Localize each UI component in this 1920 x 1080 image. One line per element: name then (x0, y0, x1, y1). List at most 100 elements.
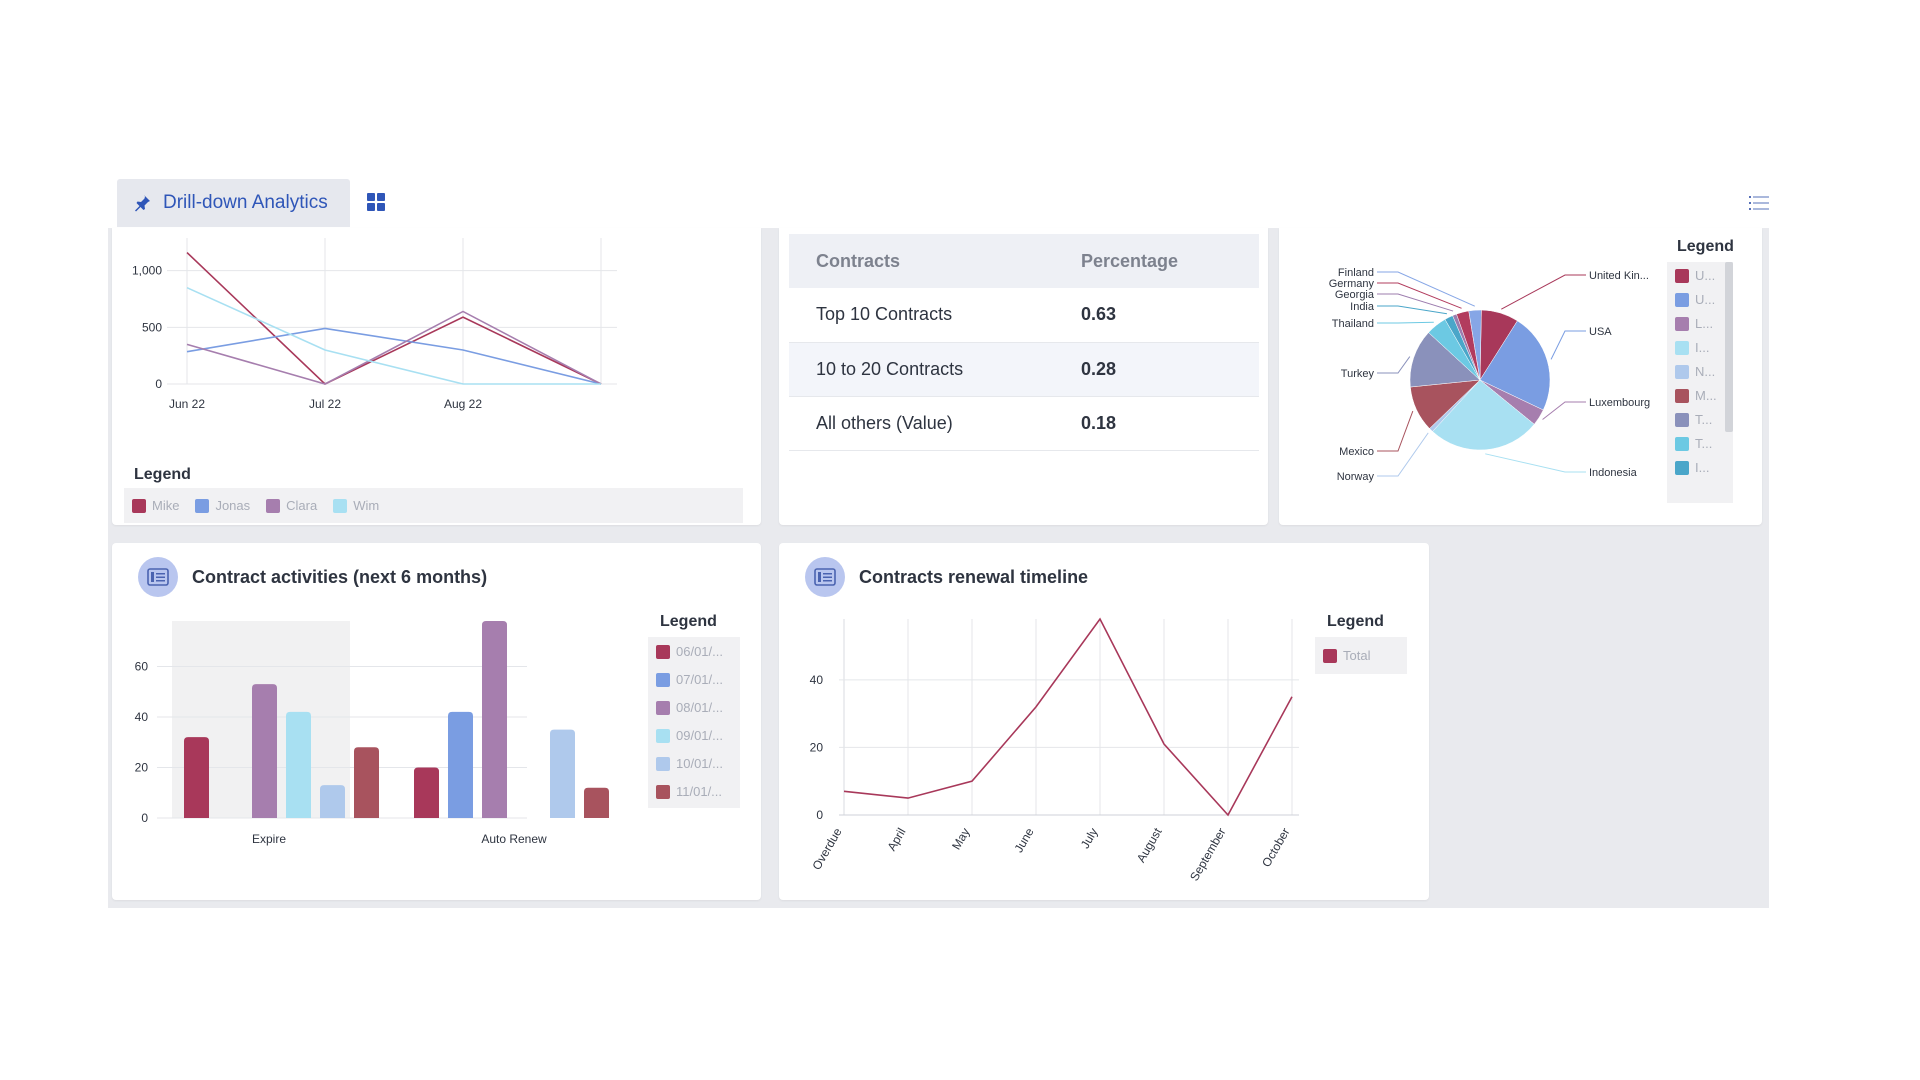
legend-item[interactable]: 10/01/... (656, 756, 740, 771)
legend-item[interactable]: T... (1675, 412, 1733, 427)
renewal-timeline-card: Contracts renewal timeline 0 20 40 Overdue A… (779, 543, 1429, 900)
legend-label: 11/01/... (676, 784, 723, 799)
pie-slice (1432, 379, 1535, 451)
card-header: Contract activities (next 6 months) (138, 557, 487, 597)
legend-swatch (1675, 340, 1689, 355)
legend-swatch (1675, 268, 1689, 283)
legend-swatch (1675, 412, 1689, 427)
bar (584, 787, 609, 818)
x-tick-label: July (1078, 826, 1101, 851)
y-tick-label: 0 (816, 808, 823, 822)
renewal-line-chart: 0 20 40 Overdue April May June July August Septem… (809, 617, 1299, 883)
legend-label: 06/01/... (676, 644, 723, 659)
x-tick-label: Aug 22 (444, 397, 482, 411)
legend-item[interactable]: U... (1675, 292, 1733, 307)
column-header-percentage[interactable]: Percentage (1054, 234, 1259, 288)
legend-label: Mike (152, 498, 180, 513)
legend-item[interactable]: 06/01/... (656, 644, 740, 659)
bar (414, 767, 439, 818)
table-row[interactable]: 10 to 20 Contracts 0.28 (789, 342, 1259, 397)
legend-label: U... (1695, 292, 1716, 307)
pie-slice-label: Luxembourg (1589, 397, 1650, 409)
legend-item[interactable]: Jonas (195, 498, 250, 513)
bar (482, 621, 507, 818)
legend-scrollbar[interactable] (1725, 262, 1733, 432)
legend-swatch (1675, 388, 1689, 403)
legend-label: N... (1695, 364, 1716, 379)
legend-item[interactable]: I... (1675, 460, 1733, 475)
pie-slice-label: Norway (1337, 471, 1375, 483)
y-tick-label: 500 (142, 320, 162, 334)
grid-icon[interactable] (366, 192, 386, 212)
legend-title: Legend (1327, 613, 1384, 630)
legend-item[interactable]: 11/01/... (656, 784, 740, 799)
legend-item[interactable]: Wim (333, 498, 379, 513)
legend-label: 08/01/... (676, 700, 723, 715)
legend-swatch (656, 672, 670, 687)
legend-title: Legend (660, 613, 717, 630)
legend-item[interactable]: M... (1675, 388, 1733, 403)
column-header-contracts[interactable]: Contracts (789, 234, 1054, 288)
bar (184, 737, 209, 818)
bar-chart: 0 20 40 60 Expire Auto Renew (135, 621, 609, 846)
legend-label: Clara (286, 498, 318, 513)
tab-label: Drill-down Analytics (163, 192, 328, 213)
legend-item[interactable]: T... (1675, 436, 1733, 451)
legend-swatch (333, 498, 348, 513)
row-value: 0.28 (1054, 342, 1259, 397)
y-tick-label: 0 (155, 377, 162, 391)
series-line-wim (186, 286, 601, 385)
legend-label: 10/01/... (676, 756, 723, 771)
tab-bar: Drill-down Analytics (108, 176, 1769, 228)
legend-swatch (656, 756, 670, 771)
pie-slice-label: United Kin... (1589, 270, 1649, 282)
pie-slice-label: USA (1589, 326, 1612, 338)
dashboard-app: Drill-down Analytics 0 500 1,000 Jun 22 Jul … (108, 176, 1769, 908)
bar-legend: 06/01/... 07/01/... 08/01/... 09/01/... 10/0… (648, 637, 740, 808)
x-tick-label: Jun 22 (169, 397, 205, 411)
legend-item[interactable]: Mike (132, 498, 179, 513)
y-tick-label: 0 (141, 811, 148, 825)
series-line-total (843, 617, 1293, 817)
legend-swatch (1675, 460, 1689, 475)
pie-leader-line (1377, 432, 1429, 477)
bar (286, 711, 311, 818)
legend-label: Jonas (215, 498, 251, 513)
row-value: 0.63 (1054, 288, 1259, 343)
legend-item[interactable]: N... (1675, 364, 1733, 379)
row-label: Top 10 Contracts (789, 288, 1054, 343)
y-tick-label: 60 (135, 659, 149, 673)
legend-item[interactable]: U... (1675, 268, 1733, 283)
legend-item[interactable]: 07/01/... (656, 672, 740, 687)
legend-label: Wim (353, 498, 380, 513)
series-line-jonas (186, 327, 602, 385)
tab-drill-down-analytics[interactable]: Drill-down Analytics (117, 179, 350, 227)
legend-label: U... (1695, 268, 1716, 283)
contract-activities-card: Contract activities (next 6 months) 0 20 4… (112, 543, 761, 900)
legend-swatch (132, 498, 146, 513)
line-chart: 0 500 1,000 Jun 22 Jul 22 Aug 22 (132, 238, 617, 411)
bar (252, 684, 277, 818)
list-icon[interactable] (1749, 194, 1769, 212)
pie-leader-line (1377, 410, 1414, 452)
pie-slice (1468, 309, 1482, 381)
x-tick-label: August (1134, 825, 1165, 865)
legend-swatch (1675, 364, 1689, 379)
legend-item[interactable]: Clara (266, 498, 317, 513)
pie-slice-label: Georgia (1335, 289, 1375, 301)
pin-icon[interactable] (133, 194, 151, 212)
table-row[interactable]: All others (Value) 0.18 (789, 396, 1259, 451)
bar (320, 785, 345, 818)
pie-slice-label: Finland (1338, 267, 1374, 279)
table-row[interactable]: Top 10 Contracts 0.63 (789, 288, 1259, 343)
legend-item[interactable]: L... (1675, 316, 1733, 331)
card-title: Contracts renewal timeline (859, 566, 1089, 587)
legend-item[interactable]: 09/01/... (656, 728, 740, 743)
legend-item[interactable]: Total (1323, 648, 1370, 663)
legend-swatch (1675, 316, 1689, 331)
legend-title: Legend (1677, 238, 1734, 255)
legend-swatch (1323, 648, 1337, 663)
legend-item[interactable]: 08/01/... (656, 700, 740, 715)
x-tick-label: Expire (252, 832, 286, 846)
legend-item[interactable]: I... (1675, 340, 1733, 355)
